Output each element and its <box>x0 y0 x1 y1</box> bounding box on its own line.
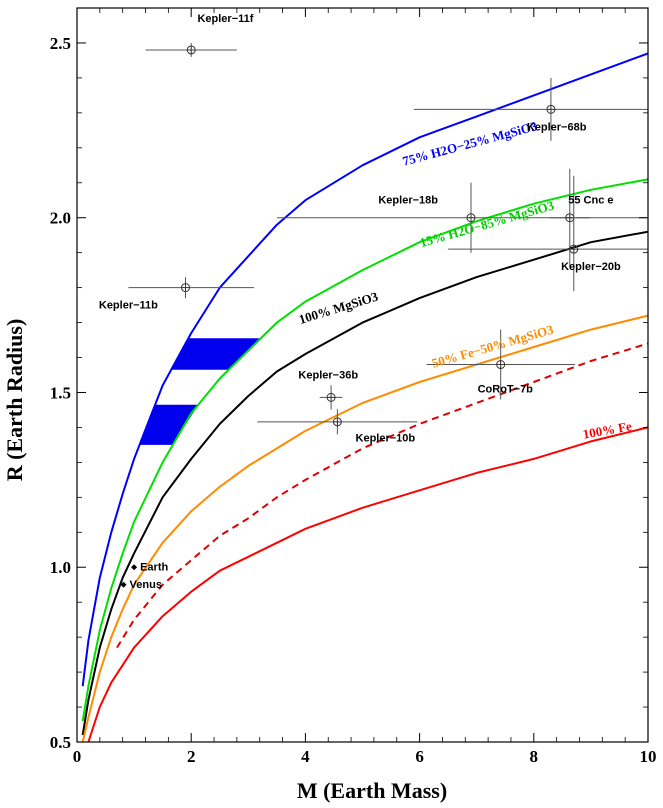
solar-planet-marker-2 <box>120 581 127 588</box>
y-tick-label: 2.5 <box>50 34 71 53</box>
solar-planet-marker-1 <box>131 564 138 571</box>
composition-curve-1 <box>81 52 648 687</box>
y-tick-label: 0.5 <box>50 733 71 752</box>
planet-label-4: 55 Cnc e <box>568 195 613 207</box>
y-axis-title: R (Earth Radius) <box>2 319 27 482</box>
x-tick-label: 4 <box>301 747 310 766</box>
x-tick-label: 0 <box>73 747 82 766</box>
x-axis-title: M (Earth Mass) <box>297 778 447 803</box>
solar-planet-label-1: Earth <box>140 562 168 574</box>
y-tick-label: 1.0 <box>50 558 71 577</box>
planet-label-5: Kepler−20b <box>561 261 621 273</box>
solar-planet-label-2: Venus <box>130 579 162 591</box>
planet-label-2: Kepler−68b <box>527 121 587 133</box>
composition-curve-2 <box>81 178 648 722</box>
composition-curve-5 <box>116 342 648 649</box>
planet-point-9 <box>426 329 575 400</box>
shaded-band-2 <box>139 404 199 445</box>
planet-label-6: Kepler−11b <box>99 300 158 312</box>
plot-frame <box>76 7 649 743</box>
planet-layer <box>120 42 648 588</box>
planet-point-1 <box>145 42 237 57</box>
curve-layer <box>81 52 648 742</box>
planet-point-6 <box>128 277 255 299</box>
curve-label-2: 15% H2O−85% MgSiO3 <box>418 197 556 250</box>
band-layer <box>139 338 261 445</box>
plot-border <box>76 7 649 743</box>
tick-layer: 0 2 4 6 8 10 0.5 1.0 1.5 2.0 2.5 <box>50 8 657 766</box>
planet-point-5 <box>448 175 648 292</box>
x-tick-label: 8 <box>530 747 539 766</box>
planet-point-2 <box>413 77 648 141</box>
composition-curve-4 <box>81 314 648 742</box>
x-tick-label: 2 <box>187 747 196 766</box>
x-tick-label: 10 <box>640 747 657 766</box>
y-tick-label: 2.0 <box>50 209 71 228</box>
shaded-band-1 <box>171 338 261 370</box>
composition-curve-6 <box>87 426 648 742</box>
composition-curve-3 <box>81 230 648 736</box>
planet-point-7 <box>319 385 343 410</box>
planet-label-7: Kepler−36b <box>298 369 358 381</box>
curve-label-1: 75% H2O−25% MgSiO3 <box>401 118 539 169</box>
planet-label-9: CoRoT−7b <box>478 383 534 395</box>
planet-label-8: Kepler−10b <box>356 432 416 444</box>
x-tick-label: 6 <box>415 747 424 766</box>
planet-point-8 <box>257 409 418 435</box>
planet-label-3: Kepler−18b <box>378 195 438 207</box>
y-tick-label: 1.5 <box>50 383 71 402</box>
planet-label-1: Kepler−11f <box>197 13 253 25</box>
